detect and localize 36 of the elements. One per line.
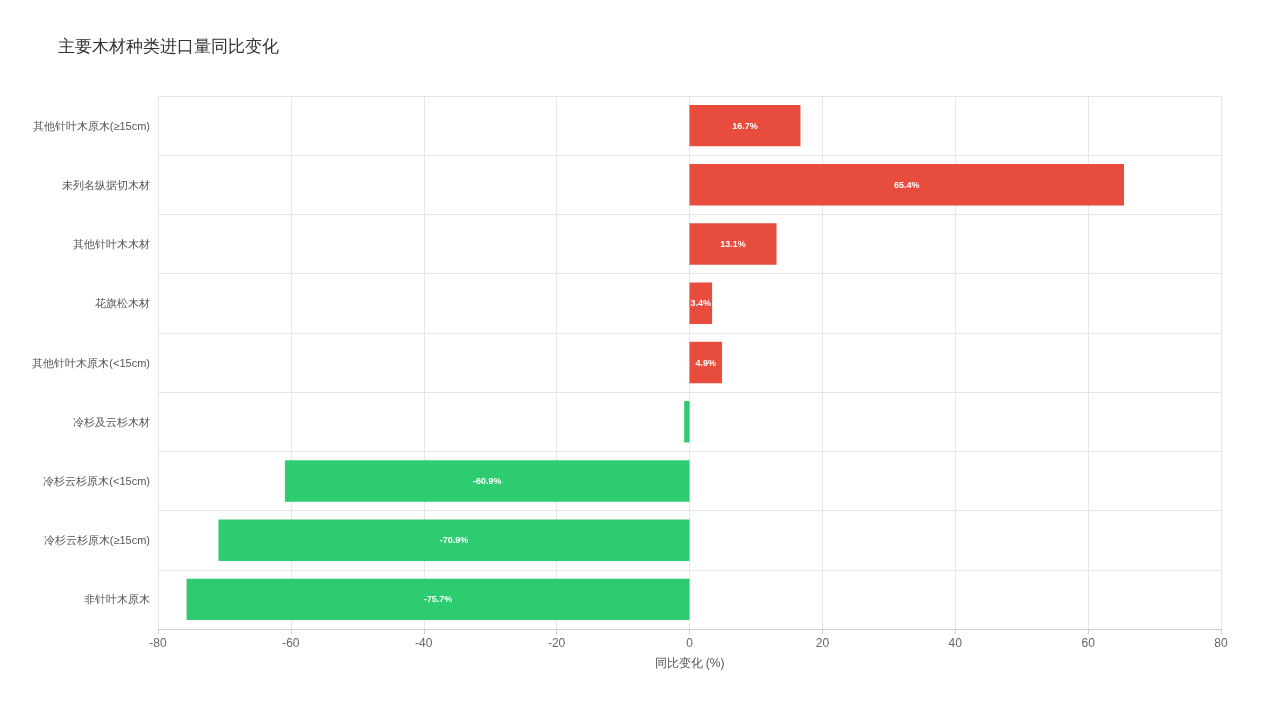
data-label: -70.9% (439, 535, 469, 546)
x-tick-label: -60 (282, 636, 300, 650)
chart-title: 主要木材种类进口量同比变化 (58, 37, 279, 56)
y-tick-label: 未列名纵据切木材 (62, 178, 150, 191)
x-tick-label: -20 (547, 636, 566, 650)
y-tick-label: 冷杉云杉原木(≥15cm) (43, 534, 150, 547)
bar (689, 164, 1124, 206)
x-tick-label: 60 (1081, 636, 1096, 650)
bar (186, 578, 690, 621)
x-tick-label: 80 (1214, 636, 1228, 650)
x-tick-label: 0 (686, 636, 694, 650)
y-tick-label: 其他针叶木原木(≥15cm) (32, 119, 150, 132)
bar (218, 519, 690, 561)
x-tick-label: 20 (815, 636, 830, 650)
y-tick-label: 非针叶木原木 (84, 593, 150, 606)
data-label: -60.9% (472, 475, 502, 486)
data-label: 13.1% (720, 239, 746, 250)
data-label: -75.7% (423, 594, 453, 605)
y-tick-label: 其他针叶木木材 (73, 238, 150, 251)
bar (684, 400, 690, 443)
data-label: 3.4% (690, 298, 712, 309)
bar (284, 460, 690, 502)
bar (689, 223, 777, 265)
data-label: 16.7% (732, 120, 758, 131)
bar (689, 104, 801, 147)
data-label: 4.9% (695, 357, 717, 368)
y-tick-label: 冷杉云杉原木(<15cm) (43, 474, 150, 487)
x-tick-label: 40 (948, 636, 963, 650)
x-axis-title: 同比变化 (%) (654, 656, 725, 670)
y-tick-label: 冷杉及云杉木材 (73, 415, 150, 428)
y-tick-label: 其他针叶木原木(<15cm) (32, 356, 150, 369)
y-tick-label: 花旗松木材 (95, 297, 150, 310)
bar (689, 341, 723, 384)
x-tick-label: -80 (149, 636, 167, 650)
x-tick-label: -40 (415, 636, 433, 650)
data-label: 65.4% (893, 179, 920, 190)
